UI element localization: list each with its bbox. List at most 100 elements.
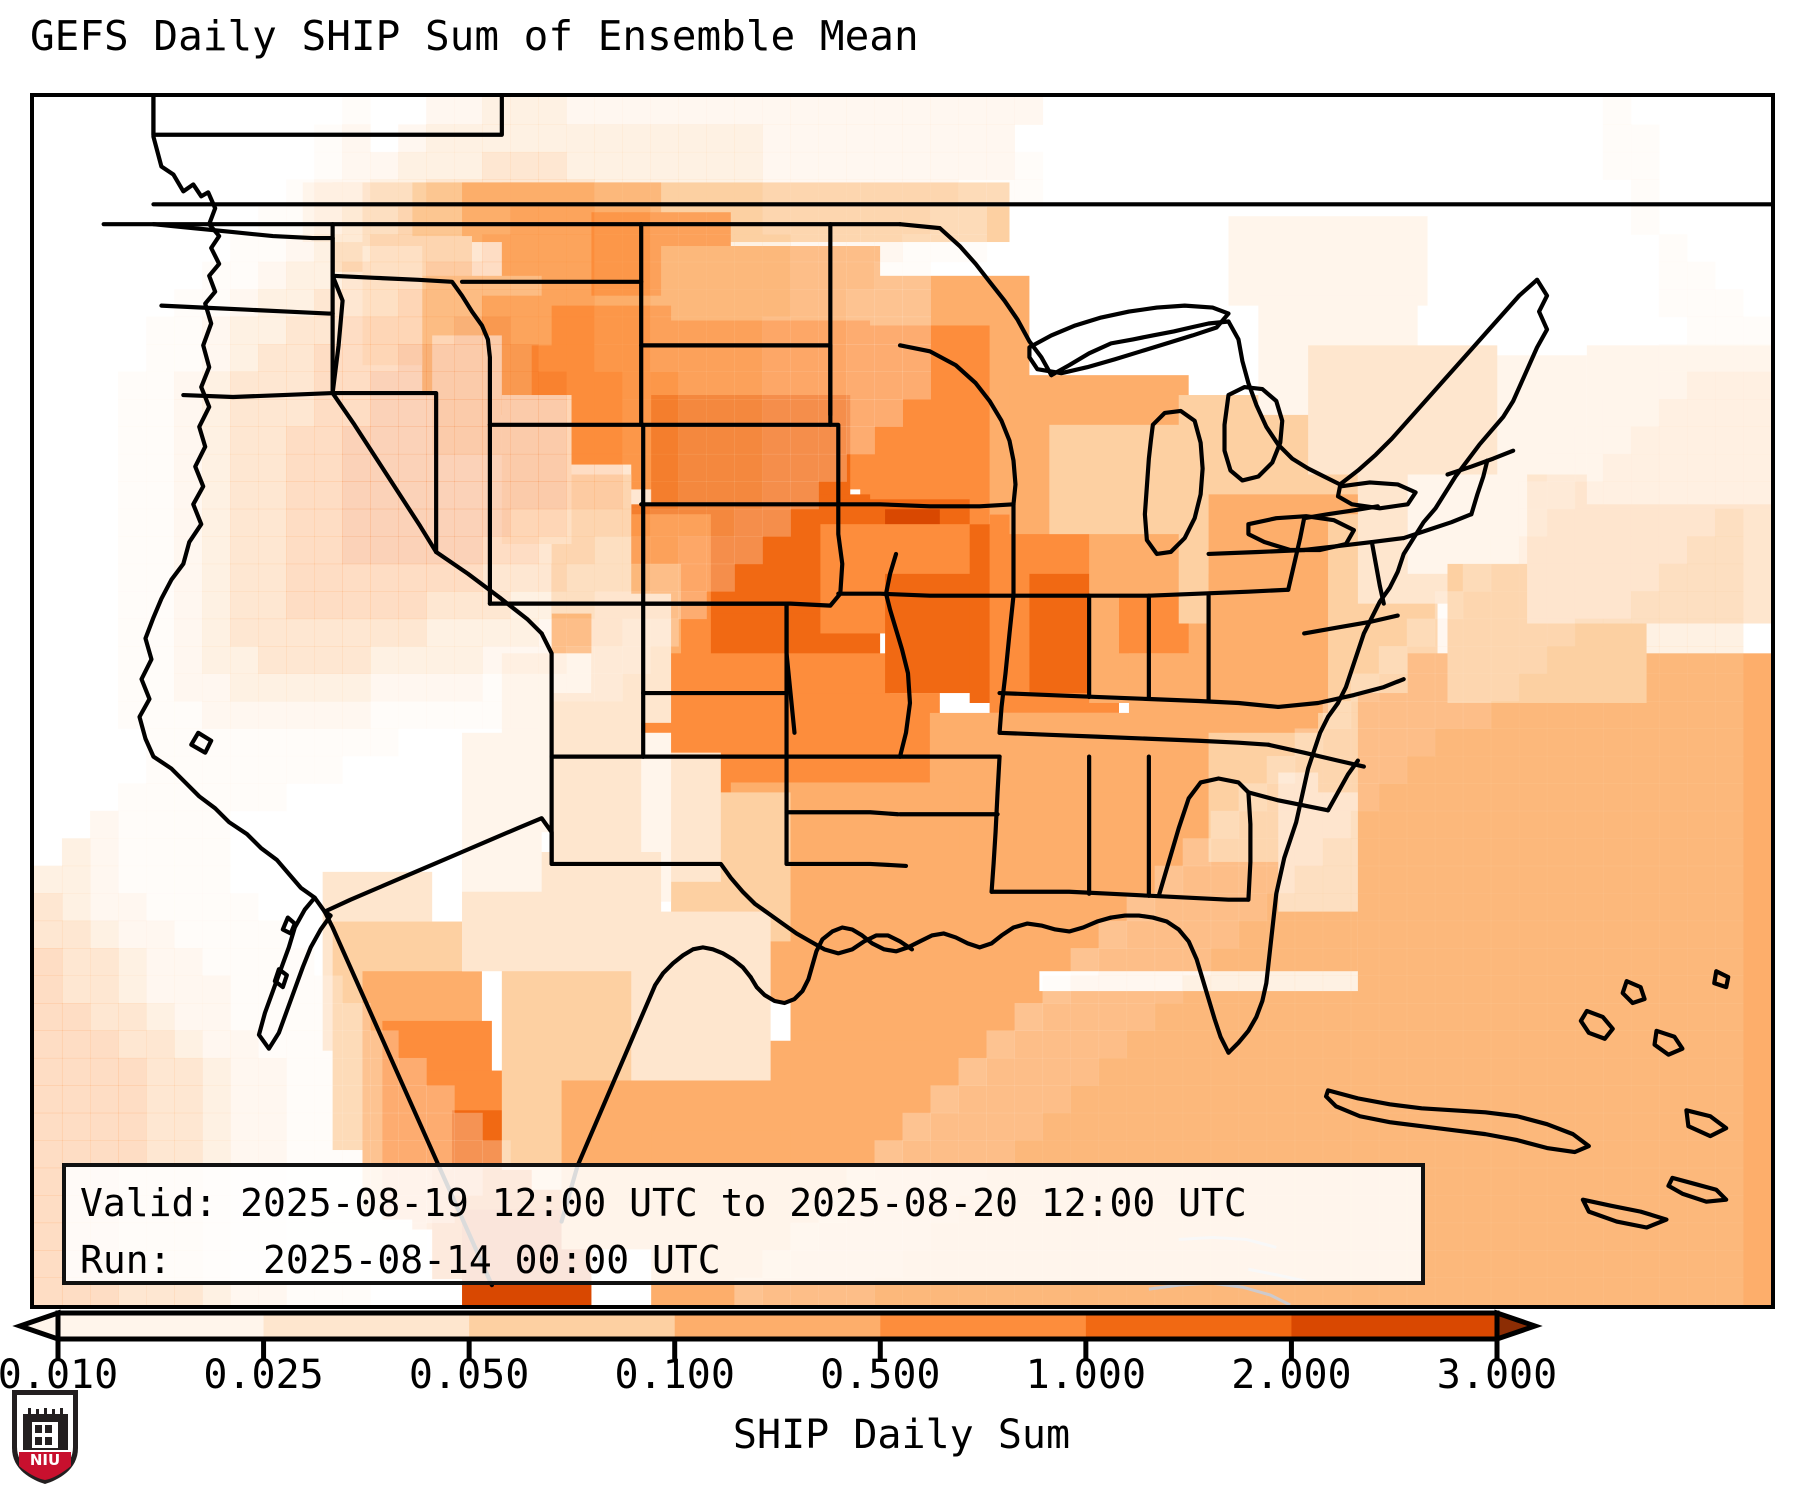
heatmap-cell — [174, 810, 203, 839]
heatmap-cell — [846, 206, 875, 235]
heatmap-cell — [230, 563, 259, 592]
colorbar-tick-label: 1.000 — [1025, 1352, 1147, 1398]
heatmap-cell — [1210, 1057, 1240, 1086]
heatmap-cell — [230, 618, 259, 647]
heatmap-cell — [258, 481, 287, 510]
heatmap-cell — [1574, 948, 1604, 976]
heatmap-cell — [1714, 399, 1744, 427]
heatmap-cell — [1546, 1167, 1576, 1196]
heatmap-cell — [314, 1112, 343, 1141]
geo-outline — [1620, 979, 1647, 1006]
heatmap-cell — [1518, 810, 1548, 839]
heatmap-cell — [1014, 151, 1044, 180]
heatmap-cell — [1546, 1030, 1576, 1059]
heatmap-cell — [818, 453, 847, 482]
heatmap-cell — [1322, 893, 1352, 922]
heatmap-cell — [90, 1003, 119, 1031]
colorbar[interactable] — [0, 1300, 1803, 1360]
heatmap-cell — [90, 1030, 119, 1059]
heatmap-cell — [706, 206, 735, 235]
heatmap-cell — [1602, 1167, 1632, 1196]
heatmap-cell — [1602, 481, 1632, 510]
heatmap-cell — [678, 371, 707, 400]
heatmap-cell — [734, 426, 763, 455]
heatmap-cell — [1686, 481, 1716, 510]
heatmap-cell — [762, 261, 791, 290]
heatmap-cell — [1490, 838, 1520, 867]
heatmap-cell — [1518, 755, 1548, 784]
heatmap-cell — [482, 399, 511, 427]
heatmap-cell — [1714, 1112, 1744, 1141]
heatmap-cell — [286, 344, 315, 372]
heatmap-cell — [398, 234, 427, 263]
heatmap-cell — [510, 508, 539, 537]
heatmap-cell — [1070, 1030, 1100, 1059]
heatmap-cell — [846, 261, 875, 290]
heatmap-cell — [1574, 920, 1604, 949]
heatmap-cell — [230, 316, 259, 345]
heatmap-cell — [482, 453, 511, 482]
heatmap-cell — [1350, 948, 1380, 976]
heatmap-cell — [1714, 728, 1744, 757]
heatmap-cell — [118, 1030, 147, 1059]
heatmap-cell — [510, 481, 539, 510]
heatmap-cell — [1714, 591, 1744, 620]
heatmap-cell — [1714, 508, 1744, 537]
heatmap-cell — [1546, 1057, 1576, 1086]
heatmap-cell — [1126, 1085, 1156, 1114]
heatmap-cell — [1574, 536, 1604, 565]
heatmap-cell — [1546, 1195, 1576, 1224]
heatmap-cell — [174, 426, 203, 455]
heatmap-cell — [510, 426, 539, 455]
heatmap-cell — [202, 948, 231, 976]
heatmap-cell — [482, 261, 511, 290]
heatmap-cell — [678, 563, 707, 592]
heatmap-cell — [566, 673, 595, 702]
heatmap-cell — [1266, 893, 1296, 922]
heatmap-cell — [538, 344, 567, 372]
geo-outline — [272, 967, 289, 990]
heatmap-cell — [1322, 948, 1352, 976]
colorbar-band — [469, 1313, 676, 1339]
heatmap-cell — [1350, 975, 1380, 1004]
heatmap-cell — [1378, 1003, 1408, 1031]
heatmap-cell — [398, 673, 427, 702]
heatmap-cell — [591, 593, 672, 723]
heatmap-cell — [1518, 1250, 1548, 1278]
heatmap-cell — [650, 261, 679, 290]
heatmap-cell — [202, 646, 231, 674]
heatmap-cell — [230, 948, 259, 976]
geo-outline — [330, 390, 439, 555]
heatmap-cell — [314, 646, 343, 674]
heatmap-cell — [706, 371, 735, 400]
heatmap-cell — [1294, 975, 1324, 1004]
heatmap-cell — [230, 1030, 259, 1059]
heatmap-cell — [1462, 1057, 1492, 1086]
heatmap-cell — [1182, 838, 1212, 867]
heatmap-cell — [426, 206, 455, 235]
heatmap-cell — [1518, 1030, 1548, 1059]
heatmap-cell — [1602, 701, 1632, 729]
heatmap-cell — [1462, 838, 1492, 867]
heatmap-cell — [1434, 1250, 1464, 1278]
heatmap-cell — [90, 975, 119, 1004]
heatmap-cell — [566, 316, 595, 345]
heatmap-cell — [370, 261, 399, 290]
heatmap-cell — [230, 536, 259, 565]
heatmap-cell — [594, 453, 623, 482]
heatmap-cell — [1406, 810, 1436, 839]
heatmap-cell — [398, 536, 427, 565]
heatmap-cell — [342, 234, 371, 263]
heatmap-cell — [1490, 1030, 1520, 1059]
heatmap-cell — [426, 563, 455, 592]
heatmap-cell — [706, 563, 735, 592]
heatmap-cell — [90, 838, 119, 867]
heatmap-cell — [846, 151, 875, 180]
heatmap-cell — [314, 1030, 343, 1059]
heatmap-cell — [1462, 646, 1492, 674]
heatmap-cell — [1686, 536, 1716, 565]
heatmap-cell — [762, 453, 791, 482]
heatmap-cell — [370, 618, 399, 647]
heatmap-cell — [566, 508, 595, 537]
heatmap-cell — [230, 893, 259, 922]
